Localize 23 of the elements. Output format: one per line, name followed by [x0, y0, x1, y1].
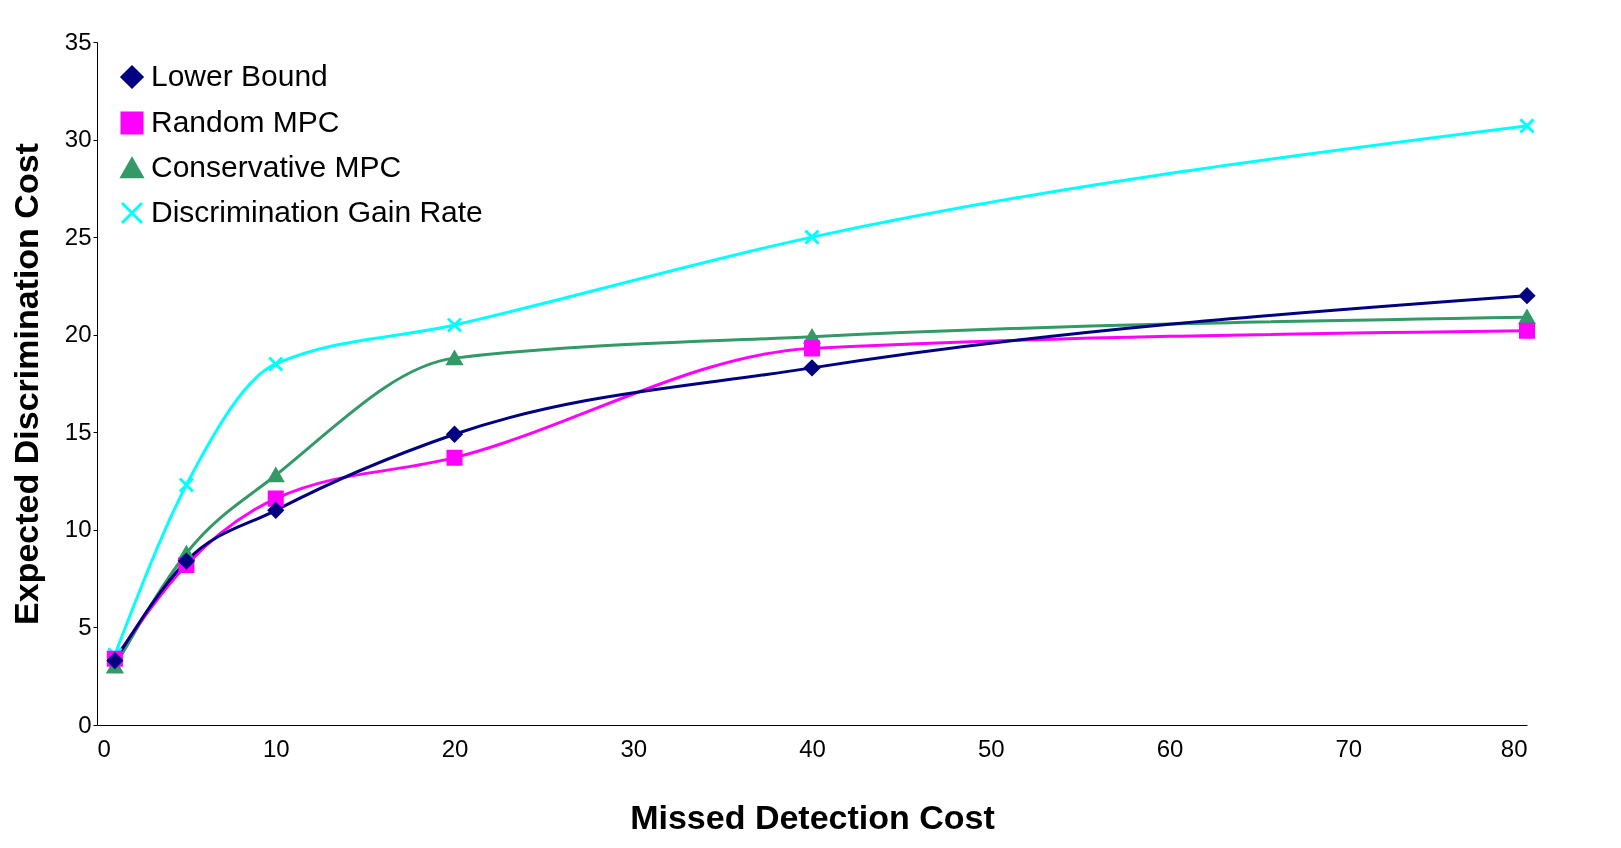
legend-label: Random MPC — [151, 105, 340, 138]
y-tick-label: 5 — [78, 612, 92, 640]
y-tick-label: 30 — [64, 125, 92, 153]
x-tick-label: 20 — [441, 734, 469, 762]
y-tick-label: 10 — [64, 515, 92, 543]
y-tick-label: 20 — [64, 320, 92, 348]
x-axis-title: Missed Detection Cost — [630, 797, 995, 836]
y-tick-label: 35 — [64, 27, 92, 55]
y-tick-label: 15 — [64, 417, 92, 445]
x-tick-label: 80 — [1500, 734, 1528, 762]
x-tick-label: 70 — [1335, 734, 1363, 762]
y-tick-label: 25 — [64, 222, 92, 250]
y-tick-label: 0 — [78, 710, 92, 738]
y-axis-title: Expected Discrimination Cost — [6, 143, 45, 625]
legend-label: Conservative MPC — [151, 150, 402, 183]
x-tick-label: 50 — [977, 734, 1005, 762]
legend-label: Lower Bound — [151, 59, 328, 92]
x-tick-label: 0 — [97, 734, 111, 762]
legend-label: Discrimination Gain Rate — [151, 195, 483, 228]
x-tick-label: 40 — [799, 734, 826, 762]
x-tick-label: 60 — [1156, 734, 1184, 762]
x-tick-label: 10 — [262, 734, 290, 762]
x-tick-label: 30 — [620, 734, 648, 762]
